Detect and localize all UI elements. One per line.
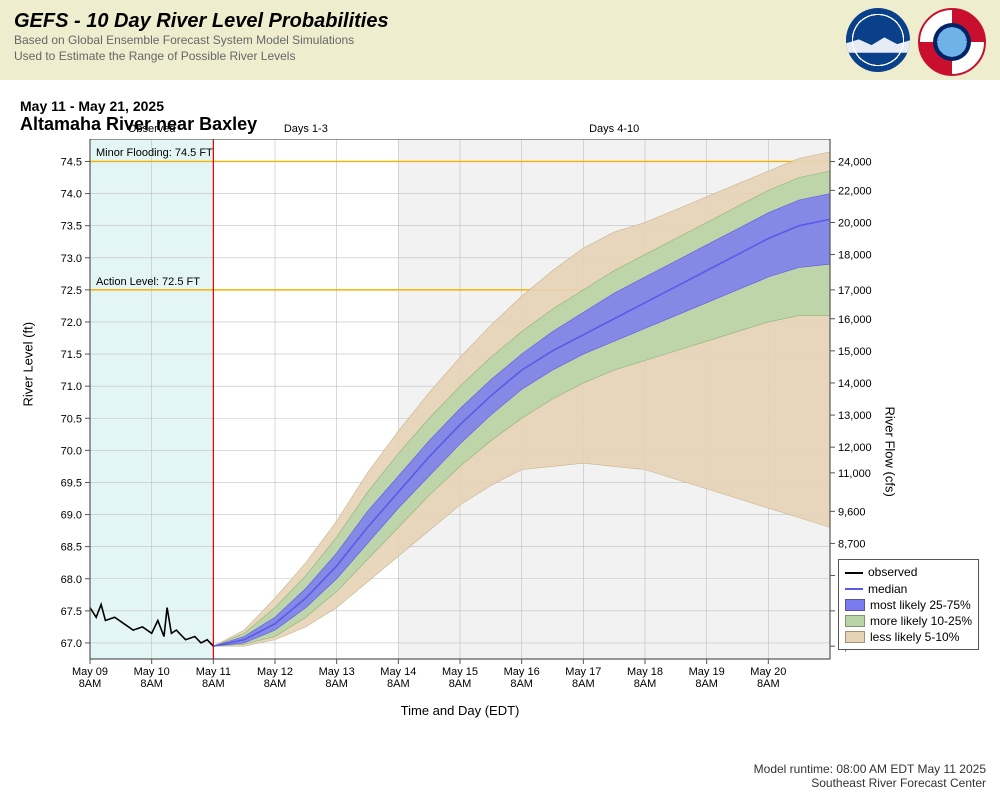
noaa-logo-icon bbox=[846, 8, 910, 72]
svg-text:70.5: 70.5 bbox=[61, 413, 82, 425]
svg-text:11,000: 11,000 bbox=[838, 468, 871, 480]
svg-text:74.5: 74.5 bbox=[61, 156, 82, 168]
threshold-label-1: Action Level: 72.5 FT bbox=[96, 276, 200, 288]
svg-text:68.5: 68.5 bbox=[61, 542, 82, 554]
svg-text:May 13: May 13 bbox=[319, 666, 355, 678]
days410-label: Days 4-10 bbox=[589, 123, 639, 135]
svg-text:17,000: 17,000 bbox=[838, 285, 872, 297]
agency-logos bbox=[846, 8, 986, 76]
svg-text:18,000: 18,000 bbox=[838, 250, 872, 262]
header-subtitle-1: Based on Global Ensemble Forecast System… bbox=[14, 33, 986, 49]
svg-text:71.5: 71.5 bbox=[61, 349, 82, 361]
legend: observedmedianmost likely 25-75%more lik… bbox=[838, 559, 979, 650]
legend-item: more likely 10-25% bbox=[845, 613, 972, 629]
svg-text:16,000: 16,000 bbox=[838, 314, 872, 326]
svg-text:May 12: May 12 bbox=[257, 666, 293, 678]
svg-text:8AM: 8AM bbox=[634, 678, 657, 690]
legend-label: less likely 5-10% bbox=[870, 629, 959, 645]
chart-area: 67.0 67.5 68.0 68.5 69.0 69.5 70.0 70.5 71.0 71.5… bbox=[20, 139, 1000, 739]
svg-text:May 18: May 18 bbox=[627, 666, 663, 678]
legend-swatch bbox=[845, 588, 863, 590]
nws-logo-icon bbox=[918, 8, 986, 76]
svg-text:May 19: May 19 bbox=[689, 666, 725, 678]
svg-text:9,600: 9,600 bbox=[838, 506, 866, 518]
legend-item: median bbox=[845, 581, 972, 597]
svg-text:May 17: May 17 bbox=[565, 666, 601, 678]
svg-text:69.0: 69.0 bbox=[61, 510, 82, 522]
svg-text:8AM: 8AM bbox=[387, 678, 410, 690]
svg-text:68.0: 68.0 bbox=[61, 574, 82, 586]
observed-label: Observed bbox=[128, 123, 176, 135]
legend-swatch bbox=[845, 599, 865, 611]
svg-text:67.5: 67.5 bbox=[61, 606, 82, 618]
legend-item: observed bbox=[845, 564, 972, 580]
svg-text:74.0: 74.0 bbox=[61, 189, 82, 201]
svg-text:8,700: 8,700 bbox=[838, 538, 866, 550]
legend-item: most likely 25-75% bbox=[845, 597, 972, 613]
svg-text:67.0: 67.0 bbox=[61, 638, 82, 650]
threshold-label-0: Minor Flooding: 74.5 FT bbox=[96, 147, 213, 159]
svg-text:73.0: 73.0 bbox=[61, 253, 82, 265]
svg-text:14,000: 14,000 bbox=[838, 378, 872, 390]
svg-text:May 09: May 09 bbox=[72, 666, 108, 678]
header-title: GEFS - 10 Day River Level Probabilities bbox=[14, 10, 986, 33]
probability-chart: 67.0 67.5 68.0 68.5 69.0 69.5 70.0 70.5 71.0 71.5… bbox=[20, 139, 980, 739]
legend-label: median bbox=[868, 581, 907, 597]
model-runtime: Model runtime: 08:00 AM EDT May 11 2025 bbox=[754, 762, 986, 776]
svg-text:20,000: 20,000 bbox=[838, 217, 872, 229]
svg-text:8AM: 8AM bbox=[510, 678, 533, 690]
x-axis-title: Time and Day (EDT) bbox=[401, 703, 520, 718]
svg-text:May 15: May 15 bbox=[442, 666, 478, 678]
svg-text:May 20: May 20 bbox=[750, 666, 786, 678]
svg-text:May 16: May 16 bbox=[504, 666, 540, 678]
svg-text:71.0: 71.0 bbox=[61, 381, 82, 393]
legend-label: more likely 10-25% bbox=[870, 613, 972, 629]
svg-text:May 11: May 11 bbox=[196, 666, 231, 678]
forecast-center: Southeast River Forecast Center bbox=[754, 776, 986, 790]
svg-text:72.5: 72.5 bbox=[61, 285, 82, 297]
svg-text:8AM: 8AM bbox=[140, 678, 163, 690]
svg-text:8AM: 8AM bbox=[325, 678, 348, 690]
header-subtitle-2: Used to Estimate the Range of Possible R… bbox=[14, 49, 986, 65]
legend-label: most likely 25-75% bbox=[870, 597, 971, 613]
svg-text:8AM: 8AM bbox=[757, 678, 780, 690]
svg-text:8AM: 8AM bbox=[202, 678, 225, 690]
svg-text:73.5: 73.5 bbox=[61, 221, 82, 233]
svg-text:8AM: 8AM bbox=[264, 678, 287, 690]
svg-text:8AM: 8AM bbox=[572, 678, 595, 690]
svg-text:70.0: 70.0 bbox=[61, 445, 82, 457]
svg-text:72.0: 72.0 bbox=[61, 317, 82, 329]
svg-text:24,000: 24,000 bbox=[838, 156, 872, 168]
svg-text:8AM: 8AM bbox=[449, 678, 472, 690]
legend-swatch bbox=[845, 615, 865, 627]
date-range: May 11 - May 21, 2025 bbox=[20, 98, 1000, 114]
footer: Model runtime: 08:00 AM EDT May 11 2025 … bbox=[754, 762, 986, 790]
legend-item: less likely 5-10% bbox=[845, 629, 972, 645]
svg-text:May 10: May 10 bbox=[134, 666, 170, 678]
svg-text:8AM: 8AM bbox=[695, 678, 718, 690]
days13-label: Days 1-3 bbox=[284, 123, 328, 135]
svg-text:22,000: 22,000 bbox=[838, 185, 872, 197]
svg-text:12,000: 12,000 bbox=[838, 442, 872, 454]
svg-text:13,000: 13,000 bbox=[838, 410, 872, 422]
legend-label: observed bbox=[868, 564, 917, 580]
svg-text:15,000: 15,000 bbox=[838, 346, 872, 358]
svg-text:8AM: 8AM bbox=[79, 678, 102, 690]
svg-text:May 14: May 14 bbox=[380, 666, 416, 678]
header-band: GEFS - 10 Day River Level Probabilities … bbox=[0, 0, 1000, 80]
svg-text:69.5: 69.5 bbox=[61, 477, 82, 489]
legend-swatch bbox=[845, 572, 863, 574]
legend-swatch bbox=[845, 631, 865, 643]
